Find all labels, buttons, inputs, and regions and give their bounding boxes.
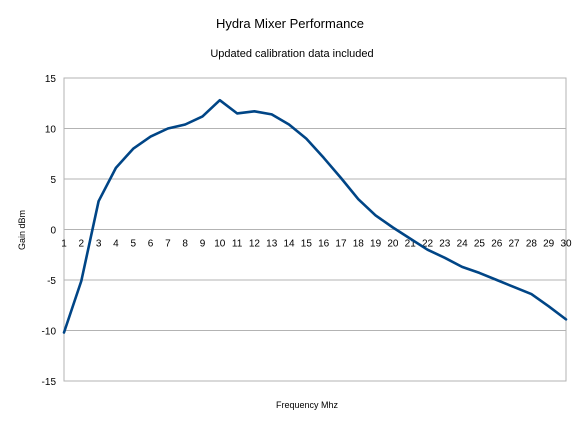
y-tick-label: 0 bbox=[50, 226, 56, 237]
y-axis-ticks: 15 10 5 0 -5 -10 -15 bbox=[42, 74, 57, 388]
series-line bbox=[62, 98, 568, 334]
x-tick-label: 9 bbox=[200, 239, 206, 250]
x-tick-label: 4 bbox=[113, 239, 119, 250]
x-tick-label: 3 bbox=[96, 239, 102, 250]
x-tick-label: 8 bbox=[182, 239, 188, 250]
series-layer bbox=[62, 98, 568, 334]
x-tick-label: 6 bbox=[148, 239, 154, 250]
x-tick-label: 26 bbox=[491, 239, 503, 250]
y-tick-label: -15 bbox=[42, 377, 57, 388]
plot-area-border bbox=[63, 77, 567, 382]
x-axis-label: Frequency Mhz bbox=[276, 400, 339, 410]
x-tick-label: 18 bbox=[353, 239, 365, 250]
x-tick-label: 7 bbox=[165, 239, 171, 250]
y-tick-label: 10 bbox=[45, 125, 57, 136]
x-tick-label: 29 bbox=[543, 239, 555, 250]
x-tick-label: 5 bbox=[130, 239, 136, 250]
x-tick-label: 2 bbox=[79, 239, 85, 250]
x-tick-label: 11 bbox=[232, 239, 243, 250]
x-tick-label: 12 bbox=[249, 239, 261, 250]
x-tick-label: 1 bbox=[61, 239, 67, 250]
y-axis-label: Gain dBm bbox=[17, 210, 27, 250]
x-tick-label: 25 bbox=[474, 239, 486, 250]
y-tick-label: 5 bbox=[50, 175, 56, 186]
grid-layer bbox=[63, 77, 567, 382]
y-tick-label: -10 bbox=[42, 327, 57, 338]
x-tick-label: 10 bbox=[214, 239, 226, 250]
x-tick-label: 17 bbox=[335, 239, 347, 250]
x-tick-label: 13 bbox=[266, 239, 278, 250]
chart-subtitle: Updated calibration data included bbox=[210, 48, 373, 60]
x-tick-label: 23 bbox=[439, 239, 451, 250]
x-tick-label: 27 bbox=[509, 239, 521, 250]
x-axis-ticks: 1 2 3 4 5 6 7 8 9 10 11 12 13 14 15 16 17 18 19 20 21 22 23 24 2… bbox=[61, 239, 572, 250]
x-tick-label: 21 bbox=[405, 239, 417, 250]
x-tick-label: 15 bbox=[301, 239, 313, 250]
x-tick-label: 20 bbox=[387, 239, 399, 250]
x-tick-label: 16 bbox=[318, 239, 330, 250]
x-tick-label: 24 bbox=[457, 239, 469, 250]
y-tick-label: 15 bbox=[45, 74, 57, 85]
x-tick-label: 28 bbox=[526, 239, 538, 250]
x-tick-label: 14 bbox=[283, 239, 295, 250]
x-tick-label: 22 bbox=[422, 239, 434, 250]
x-tick-label: 19 bbox=[370, 239, 382, 250]
chart-title: Hydra Mixer Performance bbox=[216, 16, 364, 31]
y-tick-label: -5 bbox=[47, 276, 56, 287]
x-tick-label: 30 bbox=[560, 239, 572, 250]
